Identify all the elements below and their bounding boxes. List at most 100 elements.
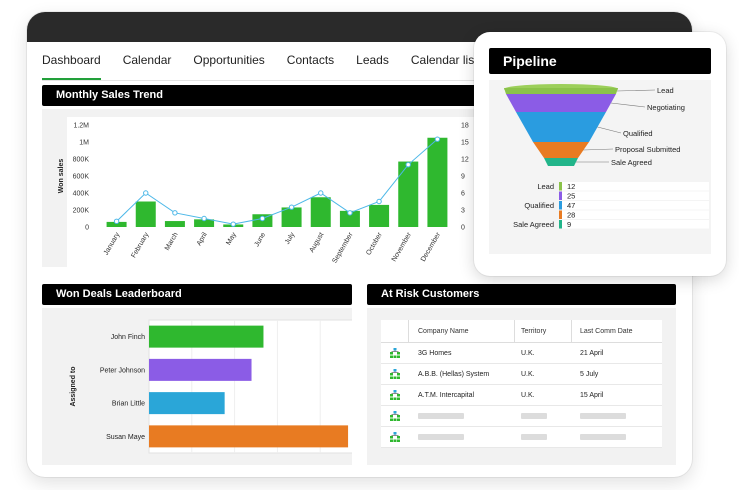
count-line <box>116 138 438 225</box>
value-number: 47 <box>567 201 575 210</box>
value-row-bg <box>559 201 709 210</box>
bar-brian-little <box>149 392 225 415</box>
y2-tick-label: 0 <box>461 225 465 232</box>
hierarchy-icon[interactable] <box>381 406 409 426</box>
value-row-bg <box>559 220 709 229</box>
leaderboard-chart[interactable]: Assigned to John Finch Peter Johnson Brian … <box>42 308 364 465</box>
pipeline-card: Pipeline Lead Negotiating Qualified Proposa… <box>474 32 726 276</box>
table-row[interactable] <box>381 406 662 427</box>
pipeline-panel: Lead Negotiating Qualified Proposal Submitt… <box>489 80 711 254</box>
leader-line <box>583 148 614 151</box>
tab-contacts[interactable]: Contacts <box>286 53 335 67</box>
bar-july <box>281 207 302 227</box>
y-tick-label: 1M <box>79 140 89 147</box>
last-comm-date-cell: 15 April <box>580 391 604 399</box>
y-tick-label: 1.2M <box>73 123 89 130</box>
funnel-stage-negotiating <box>506 94 616 112</box>
value-number: 28 <box>567 211 575 220</box>
bar-february <box>135 201 156 227</box>
col-territory-header[interactable]: Territory <box>515 320 572 342</box>
tab-opportunities[interactable]: Opportunities <box>193 53 265 67</box>
nav-tabs: Dashboard Calendar Opportunities Contact… <box>42 48 500 80</box>
category-label: Brian Little <box>112 401 145 408</box>
y2-tick-label: 3 <box>461 208 465 215</box>
funnel-label: Negotiating <box>647 103 685 112</box>
line-point-september <box>347 210 353 216</box>
table-row[interactable] <box>381 427 662 448</box>
monthly-sales-panel: 1.2M 18 1M 15 800K 12 600K 9 400K 6 200K 3 0 0 Won sal… <box>42 109 502 267</box>
pipeline-title: Pipeline <box>489 48 711 74</box>
hierarchy-icon[interactable] <box>381 364 409 384</box>
y-axis-label: Won sales <box>58 159 65 194</box>
y2-tick-label: 18 <box>461 123 469 130</box>
hierarchy-icon[interactable] <box>381 343 409 363</box>
monthly-sales-chart[interactable]: 1.2M 18 1M 15 800K 12 600K 9 400K 6 200K 3 0 0 Won sal… <box>42 109 502 267</box>
loading-placeholder <box>572 406 662 426</box>
hierarchy-icon[interactable] <box>381 427 409 447</box>
table-body: 3G Homes U.K. 21 April A.B.B. (Hellas) Syst… <box>381 343 662 448</box>
tabs-divider <box>42 80 482 81</box>
value-label: Qualified <box>524 201 554 210</box>
bar-december <box>427 137 448 227</box>
leaderboard-panel: Assigned to John Finch Peter Johnson Brian … <box>42 308 364 465</box>
category-label: Susan Maye <box>106 434 145 441</box>
table-header: Company Name Territory Last Comm Date <box>381 320 662 343</box>
value-number: 12 <box>567 182 575 191</box>
funnel-label: Sale Agreed <box>611 158 652 167</box>
bar-january <box>106 221 127 227</box>
value-row-bg <box>559 210 709 219</box>
value-row-bg <box>559 191 709 200</box>
tab-dashboard[interactable]: Dashboard <box>42 48 101 80</box>
col-last-comm-header[interactable]: Last Comm Date <box>580 327 633 335</box>
hierarchy-icon[interactable] <box>381 385 409 405</box>
funnel-label: Lead <box>657 86 674 95</box>
y2-tick-label: 15 <box>461 140 469 147</box>
y2-tick-label: 12 <box>461 157 469 164</box>
table-row[interactable]: A.B.B. (Hellas) System U.K. 5 July <box>381 364 662 385</box>
line-point-may <box>230 221 236 227</box>
funnel-stage-sale-agreed <box>544 158 578 166</box>
line-point-february <box>143 190 149 196</box>
y2-tick-label: 6 <box>461 191 465 198</box>
y-tick-label: 800K <box>73 157 90 164</box>
category-label: Peter Johnson <box>100 367 145 374</box>
leader-line <box>616 89 656 92</box>
bar-peter-johnson <box>149 358 252 381</box>
bar-susan-maye <box>149 425 349 448</box>
value-label: Lead <box>537 182 554 191</box>
funnel-label: Proposal Submitted <box>615 145 680 154</box>
loading-placeholder <box>515 406 572 426</box>
line-point-march <box>172 210 178 216</box>
bar-october <box>369 204 390 227</box>
last-comm-date-cell: 5 July <box>580 370 599 378</box>
line-point-november <box>405 161 411 168</box>
table-row[interactable]: A.T.M. Intercapital U.K. 15 April <box>381 385 662 406</box>
tab-calendar-list[interactable]: Calendar list <box>410 53 478 67</box>
loading-placeholder <box>572 427 662 447</box>
table-row[interactable]: 3G Homes U.K. 21 April <box>381 343 662 364</box>
company-name-cell: 3G Homes <box>418 349 452 357</box>
category-label: John Finch <box>111 334 145 341</box>
value-swatch <box>559 210 562 219</box>
tab-calendar[interactable]: Calendar <box>122 53 172 67</box>
value-swatch <box>559 201 562 210</box>
value-number: 9 <box>567 220 571 229</box>
pipeline-chart[interactable]: Lead Negotiating Qualified Proposal Submitt… <box>489 80 711 254</box>
line-point-december <box>434 136 441 142</box>
at-risk-panel: Company Name Territory Last Comm Date 3G… <box>367 308 676 465</box>
y2-tick-label: 9 <box>461 174 465 181</box>
col-company-header[interactable]: Company Name <box>409 320 515 342</box>
funnel-stage-proposal-submitted <box>533 142 589 158</box>
y-tick-label: 600K <box>73 174 90 181</box>
company-name-cell: A.T.M. Intercapital <box>418 391 475 399</box>
value-swatch <box>559 220 562 229</box>
value-number: 25 <box>567 192 575 201</box>
funnel-label: Qualified <box>623 129 653 138</box>
y-tick-label: 400K <box>73 191 90 198</box>
at-risk-table: Company Name Territory Last Comm Date 3G… <box>381 320 662 448</box>
line-point-october <box>376 198 382 205</box>
tab-leads[interactable]: Leads <box>356 53 389 67</box>
bar-november <box>398 161 419 227</box>
value-swatch <box>559 182 562 191</box>
monthly-sales-title: Monthly Sales Trend <box>42 85 502 106</box>
